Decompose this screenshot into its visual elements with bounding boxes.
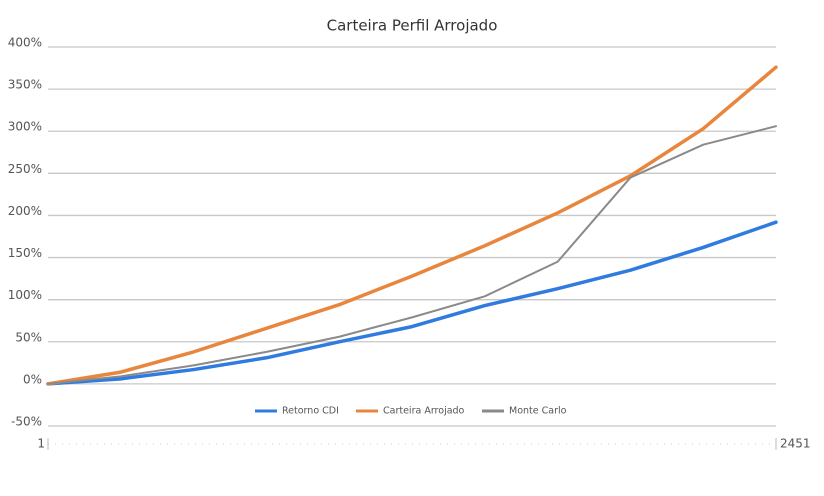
y-tick-label: 150% [8,246,42,260]
y-tick-label: -50% [11,415,42,429]
legend-label: Retorno CDI [282,406,339,417]
y-tick-label: 100% [8,288,42,302]
y-tick-label: 250% [8,162,42,176]
y-tick-label: 350% [8,78,42,92]
series-line [47,125,777,385]
y-tick-label: 400% [8,36,42,50]
y-tick-label: 50% [15,330,42,344]
y-tick-label: 200% [8,204,42,218]
x-tick-label: 1 [37,437,45,451]
x-tick-label: 2451 [780,437,811,451]
series-line [46,220,778,386]
series-line [46,65,778,386]
legend-label: Carteira Arrojado [383,406,465,417]
y-tick-label: 300% [8,120,42,134]
y-tick-label: 0% [23,372,42,386]
legend-label: Monte Carlo [509,406,567,417]
chart-title: Carteira Perfil Arrojado [327,17,498,35]
